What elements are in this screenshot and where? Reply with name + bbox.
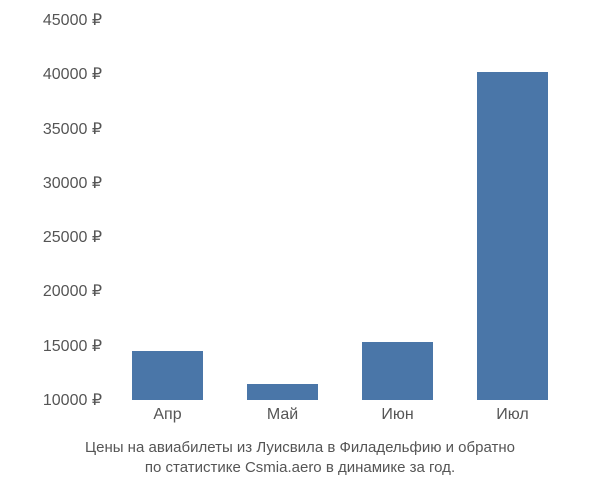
x-tick-label: Июл — [496, 406, 528, 424]
caption-line-1: Цены на авиабилеты из Луисвила в Филадел… — [85, 439, 515, 456]
caption-line-2: по статистике Csmia.aero в динамике за г… — [145, 459, 455, 476]
bar — [477, 72, 548, 400]
y-tick-label: 25000 ₽ — [43, 227, 102, 247]
y-tick-label: 20000 ₽ — [43, 281, 102, 301]
chart-caption: Цены на авиабилеты из Луисвила в Филадел… — [0, 438, 600, 479]
bar — [362, 342, 433, 400]
x-tick-label: Июн — [381, 406, 413, 424]
bar — [247, 384, 318, 400]
x-tick-label: Май — [267, 406, 298, 424]
bar — [132, 351, 203, 400]
y-tick-label: 45000 ₽ — [43, 10, 102, 30]
price-chart: Цены на авиабилеты из Луисвила в Филадел… — [0, 0, 600, 500]
y-tick-label: 40000 ₽ — [43, 64, 102, 84]
y-tick-label: 15000 ₽ — [43, 336, 102, 356]
plot-area — [110, 20, 570, 400]
y-tick-label: 10000 ₽ — [43, 390, 102, 410]
y-tick-label: 35000 ₽ — [43, 119, 102, 139]
y-tick-label: 30000 ₽ — [43, 173, 102, 193]
x-tick-label: Апр — [153, 406, 181, 424]
